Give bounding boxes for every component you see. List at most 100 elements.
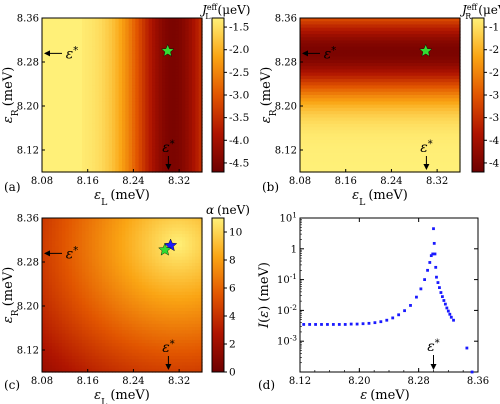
colorbar-tick-label: -2.0 bbox=[489, 44, 500, 56]
colorbar-tick-label: -2.0 bbox=[229, 44, 249, 56]
data-point bbox=[361, 322, 365, 326]
x-tick-label: 8.36 bbox=[467, 376, 489, 387]
colorbar-b bbox=[471, 17, 485, 173]
colorbar-tick-label: -3.5 bbox=[229, 112, 249, 124]
x-tick-label: 8.08 bbox=[289, 176, 311, 187]
y-tick-label: 10-3 bbox=[277, 333, 297, 348]
annotation-epsilon-star-left: ε* bbox=[66, 45, 79, 63]
colorbar-title-a: Jeff L (μeV) bbox=[199, 3, 250, 21]
y-axis-title-a: εR(meV) bbox=[1, 67, 21, 124]
data-point bbox=[337, 323, 341, 326]
data-point bbox=[435, 275, 438, 279]
x-tick-label: 8.24 bbox=[380, 176, 402, 187]
colorbar-tick-label: -4.5 bbox=[489, 157, 500, 169]
colorbar-tick-label: -3.0 bbox=[229, 90, 249, 102]
y-tick-label: 10-1 bbox=[277, 272, 297, 287]
y-tick-label: 8.12 bbox=[17, 145, 39, 156]
data-point bbox=[355, 322, 359, 326]
x-tick-label: 8.12 bbox=[289, 376, 311, 387]
x-tick-label: 8.08 bbox=[31, 376, 53, 387]
y-axis-title-b: εR(meV) bbox=[259, 67, 279, 124]
colorbar-c bbox=[211, 217, 225, 373]
y-tick-label: 8.28 bbox=[17, 57, 39, 68]
data-point bbox=[331, 323, 335, 326]
data-point bbox=[428, 261, 432, 264]
data-point bbox=[403, 309, 406, 313]
y-tick-label: 8.20 bbox=[17, 301, 39, 312]
annotation-epsilon-star-bottom: ε* bbox=[162, 339, 175, 357]
data-point bbox=[439, 291, 443, 294]
heatmap-a bbox=[42, 18, 203, 173]
data-point bbox=[379, 320, 383, 324]
data-point bbox=[397, 313, 401, 317]
colorbar-tick-label: -3.5 bbox=[489, 112, 500, 124]
data-point bbox=[448, 312, 452, 316]
panel-label-d: (d) bbox=[258, 378, 275, 392]
plot-frame-a bbox=[41, 17, 203, 173]
heatmap-c bbox=[42, 218, 203, 373]
arrow-head bbox=[165, 364, 172, 370]
data-point bbox=[367, 321, 371, 325]
x-tick-label: 8.24 bbox=[122, 176, 144, 187]
x-tick-label: 8.28 bbox=[408, 376, 430, 387]
x-tick-label: 8.16 bbox=[77, 176, 99, 187]
y-axis-title-c: εR(meV) bbox=[1, 267, 21, 324]
arrow-head bbox=[44, 50, 50, 57]
y-tick-label: 10-2 bbox=[277, 302, 297, 317]
marker-star bbox=[161, 43, 175, 57]
y-tick-label: 8.12 bbox=[275, 145, 297, 156]
annotation-epsilon-star-d: ε* bbox=[427, 338, 440, 356]
colorbar-tick-label: -2.5 bbox=[489, 67, 500, 79]
data-point bbox=[442, 299, 446, 302]
scatter-series bbox=[302, 227, 474, 374]
data-point bbox=[452, 318, 455, 322]
arrow-head bbox=[430, 364, 437, 370]
marker-star bbox=[158, 242, 172, 256]
data-point bbox=[449, 315, 453, 319]
data-point bbox=[434, 265, 438, 269]
data-point bbox=[445, 306, 449, 310]
data-point bbox=[385, 318, 389, 322]
plot-frame-d bbox=[299, 217, 479, 373]
panel-label-a: (a) bbox=[4, 180, 21, 194]
panel-label-c: (c) bbox=[4, 378, 20, 392]
heatmap-b bbox=[300, 18, 461, 173]
data-point bbox=[432, 241, 436, 245]
x-tick-label: 8.24 bbox=[122, 376, 144, 387]
colorbar-tick-label: 4 bbox=[229, 311, 236, 323]
x-axis-title-a: εL (meV) bbox=[94, 188, 150, 208]
x-axis-title-d: ε (meV) bbox=[360, 388, 410, 403]
colorbar-tick-label: -3.0 bbox=[489, 90, 500, 102]
annotation-epsilon-star-bottom: ε* bbox=[420, 139, 433, 157]
colorbar-tick-label: -1.5 bbox=[229, 22, 249, 34]
y-axis-title-d: I(ε) (meV) bbox=[257, 262, 272, 329]
plot-frame-b bbox=[299, 17, 461, 173]
colorbar-tick-label: -4.0 bbox=[489, 135, 500, 147]
colorbar-tick-label: 10 bbox=[229, 227, 242, 239]
colorbar-tick-label: 0 bbox=[229, 367, 236, 379]
data-point bbox=[426, 268, 429, 272]
y-tick-label: 8.20 bbox=[17, 101, 39, 112]
y-tick-label: 1 bbox=[291, 244, 297, 255]
data-point bbox=[432, 227, 435, 231]
colorbar-tick-label: 8 bbox=[229, 255, 236, 267]
data-point bbox=[423, 278, 426, 281]
data-point bbox=[320, 323, 323, 326]
panel-label-b: (b) bbox=[262, 180, 279, 194]
data-point bbox=[446, 309, 450, 313]
colorbar-tick-label: -2.5 bbox=[229, 67, 249, 79]
x-tick-label: 8.08 bbox=[31, 176, 53, 187]
y-tick-label: 8.36 bbox=[17, 14, 39, 25]
arrow-head bbox=[423, 164, 430, 170]
y-tick-label: 8.28 bbox=[275, 57, 297, 68]
annotation-epsilon-star-left: ε* bbox=[66, 245, 79, 263]
data-point bbox=[415, 295, 418, 299]
data-point bbox=[465, 346, 469, 350]
data-point bbox=[441, 295, 444, 299]
arrow-head bbox=[302, 50, 308, 57]
arrow-head bbox=[165, 164, 172, 170]
data-point bbox=[438, 286, 441, 289]
data-point bbox=[431, 252, 435, 256]
